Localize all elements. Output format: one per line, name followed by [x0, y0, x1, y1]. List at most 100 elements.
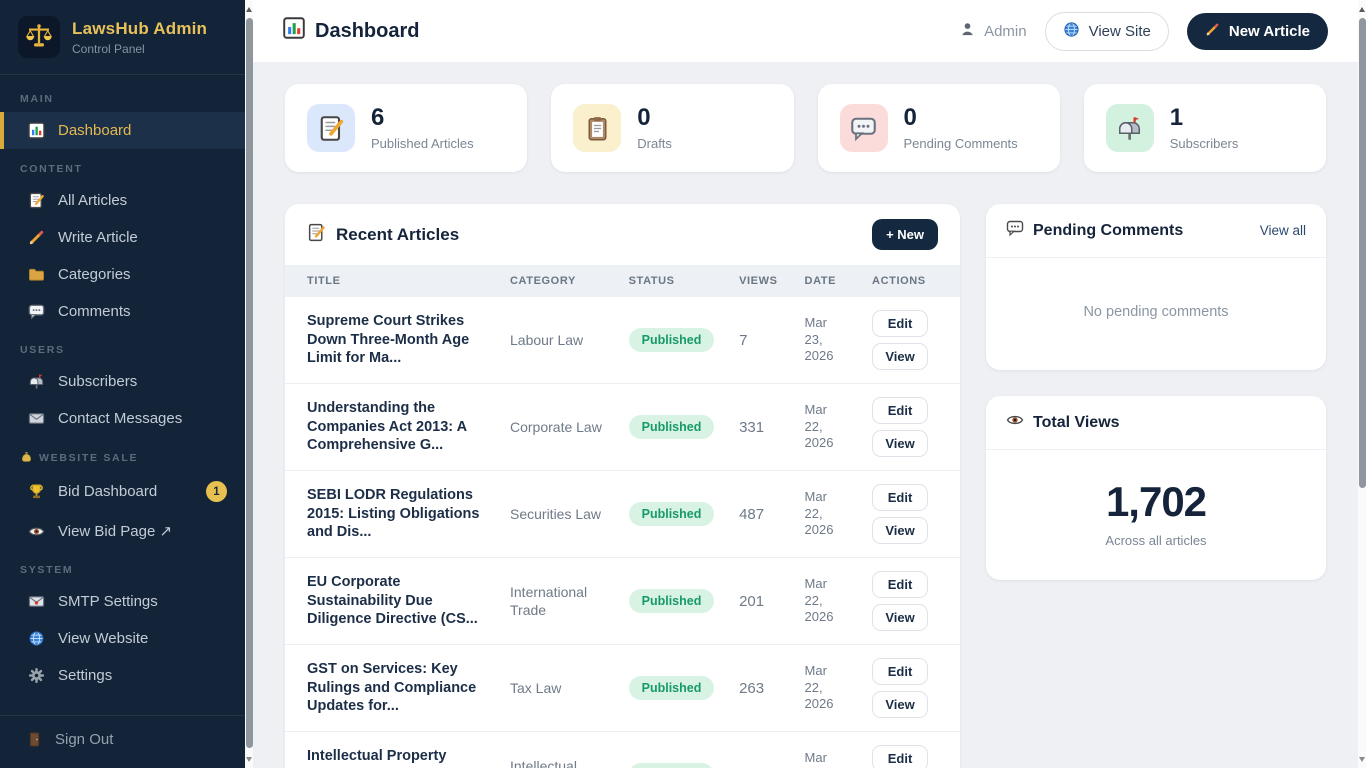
stat-value: 0	[903, 104, 917, 132]
sidebar-item-view-bid-page[interactable]: View Bid Page ↗	[0, 512, 245, 550]
edit-button[interactable]: Edit	[872, 484, 929, 511]
sidebar-item-label: Subscribers	[58, 373, 138, 390]
sidebar-item-bid-dashboard[interactable]: Bid Dashboard 1	[0, 471, 245, 512]
nav-section-content: CONTENT	[0, 149, 245, 182]
article-category: Intellectual Property	[510, 757, 577, 768]
view-button[interactable]: View	[872, 430, 929, 457]
sidebar-item-write-article[interactable]: Write Article	[0, 219, 245, 256]
sidebar-scrollbar[interactable]	[245, 0, 253, 768]
view-button[interactable]: View	[872, 691, 929, 718]
column-title: Title	[285, 265, 510, 297]
sidebar-item-categories[interactable]: Categories	[0, 256, 245, 293]
scrollbar-thumb[interactable]	[245, 18, 253, 748]
article-category: Corporate Law	[510, 418, 602, 435]
mailbox-icon	[1105, 104, 1154, 152]
nav-section-label: WEBSITE SALE	[39, 451, 139, 464]
pencil-icon	[1205, 22, 1220, 41]
speech-icon	[839, 104, 888, 152]
view-button[interactable]: View	[872, 343, 929, 370]
memo-icon	[307, 223, 326, 247]
status-badge: Published	[628, 763, 715, 768]
sidebar-nav: MAIN Dashboard CONTENT All Articles Write Ar…	[0, 75, 245, 715]
scroll-up-arrow[interactable]	[245, 2, 253, 16]
notification-badge: 1	[206, 481, 227, 502]
main-area: Dashboard Admin View Site New Article 6 P…	[253, 0, 1358, 768]
content: 6 Published Articles 0 Drafts 0 Pending Comme…	[253, 62, 1358, 768]
scrollbar-thumb[interactable]	[1358, 18, 1366, 488]
view-button[interactable]: View	[872, 604, 929, 631]
stat-card-drafts: 0 Drafts	[551, 84, 794, 172]
edit-button[interactable]: Edit	[872, 745, 929, 768]
sidebar-item-dashboard[interactable]: Dashboard	[0, 112, 245, 149]
edit-button[interactable]: Edit	[872, 397, 929, 424]
view-site-button[interactable]: View Site	[1044, 11, 1169, 51]
sidebar-item-view-website[interactable]: View Website	[0, 620, 245, 657]
status-badge: Published	[628, 502, 715, 526]
articles-table: Title Category Status Views Date Actions…	[285, 265, 960, 768]
article-title: Understanding the Companies Act 2013: A …	[307, 400, 467, 454]
admin-user-label: Admin	[984, 22, 1027, 40]
sidebar-item-all-articles[interactable]: All Articles	[0, 182, 245, 219]
article-actions: Edit View	[872, 471, 960, 558]
table-row: Intellectual Property Rights in the Age …	[285, 731, 960, 768]
right-column: Pending Comments View all No pending com…	[986, 204, 1326, 606]
memo-icon	[307, 104, 355, 152]
article-title: Intellectual Property Rights in the Age …	[307, 748, 466, 768]
nav-section-label: USERS	[20, 344, 65, 356]
view-all-link[interactable]: View all	[1259, 223, 1306, 238]
sidebar-item-smtp-settings[interactable]: SMTP Settings	[0, 583, 245, 620]
article-status-cell: Published	[628, 384, 739, 471]
column-date: Date	[804, 265, 873, 297]
view-site-label: View Site	[1088, 22, 1151, 40]
total-views-header: Total Views	[986, 396, 1326, 450]
edit-button[interactable]: Edit	[872, 658, 929, 685]
main-scrollbar[interactable]	[1358, 0, 1366, 768]
sidebar: LawsHub Admin Control Panel MAIN Dashboar…	[0, 0, 245, 768]
article-status-cell: Published	[628, 645, 739, 732]
new-article-button[interactable]: New Article	[1186, 12, 1328, 50]
scroll-down-arrow[interactable]	[245, 752, 253, 766]
column-status: Status	[628, 265, 740, 297]
edit-button[interactable]: Edit	[872, 310, 929, 337]
sidebar-item-label: View Website	[58, 630, 149, 647]
edit-button[interactable]: Edit	[872, 571, 929, 598]
sidebar-item-label: View Bid Page ↗	[58, 523, 173, 540]
scroll-up-arrow[interactable]	[1358, 2, 1366, 16]
recent-articles-panel: Recent Articles + New Title Category Sta…	[285, 204, 960, 768]
view-button[interactable]: View	[872, 517, 929, 544]
sidebar-item-label: Contact Messages	[58, 410, 183, 427]
stat-text: 1 Subscribers	[1170, 105, 1239, 150]
sidebar-item-subscribers[interactable]: Subscribers	[0, 363, 245, 400]
table-header-row: Title Category Status Views Date Actions	[285, 265, 960, 297]
sidebar-item-contact-messages[interactable]: Contact Messages	[0, 400, 245, 437]
status-badge: Published	[628, 589, 715, 613]
article-status-cell: Published	[628, 471, 739, 558]
new-button[interactable]: + New	[872, 219, 938, 250]
app-title: LawsHub Admin	[72, 18, 208, 38]
sign-out-button[interactable]: Sign Out	[0, 715, 245, 768]
gear-icon	[28, 667, 45, 684]
email-icon	[28, 593, 45, 610]
eye-icon	[1006, 411, 1024, 434]
sidebar-item-settings[interactable]: Settings	[0, 657, 245, 694]
stat-card-subscribers: 1 Subscribers	[1083, 84, 1326, 172]
stat-label: Drafts	[637, 135, 672, 151]
envelope-icon	[28, 410, 45, 427]
nav-section-label: CONTENT	[20, 163, 83, 175]
brand: LawsHub Admin Control Panel	[0, 0, 245, 75]
pending-comments-title: Pending Comments	[1006, 219, 1183, 242]
app-subtitle: Control Panel	[72, 41, 145, 56]
person-icon	[959, 21, 976, 42]
nav-section-system: SYSTEM	[0, 550, 245, 583]
mailbox-icon	[28, 373, 45, 390]
article-date: Mar 22, 2026	[804, 749, 827, 768]
stat-card-pending-comments: 0 Pending Comments	[817, 84, 1060, 172]
dashboard-grid: Recent Articles + New Title Category Sta…	[285, 204, 1326, 768]
nav-section-label: SYSTEM	[20, 564, 74, 576]
pending-comments-panel: Pending Comments View all No pending com…	[986, 204, 1326, 370]
scroll-down-arrow[interactable]	[1358, 752, 1366, 766]
sidebar-item-comments[interactable]: Comments	[0, 293, 245, 330]
speech-icon	[1006, 219, 1024, 242]
